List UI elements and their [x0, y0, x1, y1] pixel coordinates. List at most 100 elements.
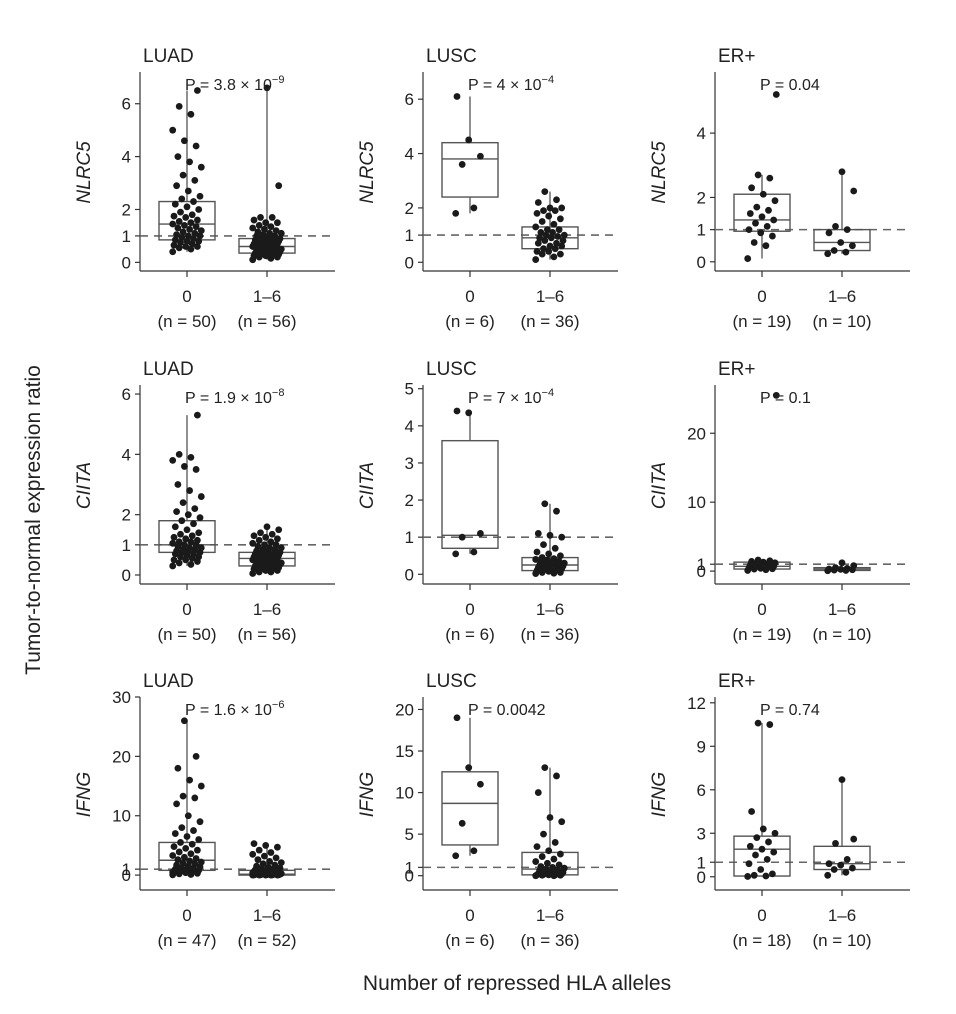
data-point [540, 541, 547, 548]
y-tick-label: 0 [122, 566, 131, 585]
data-point [458, 161, 466, 168]
x-tick-label: 0 [182, 600, 191, 619]
data-point [553, 239, 560, 247]
data-point [183, 203, 191, 211]
data-point [173, 861, 181, 869]
data-point [272, 227, 280, 235]
data-point [197, 782, 205, 790]
data-point [169, 248, 177, 256]
panel-lusc-nlrc5: LUSC 0 1 2 4 6 NLRC5 0 (n = 6) 1–6 (n = 36) P = 4 ×… [357, 46, 618, 331]
data-point [560, 864, 568, 872]
panel-y-axis-label: IFNG [357, 772, 378, 817]
y-tick-label: 4 [697, 124, 706, 143]
panel-title: LUSC [426, 46, 477, 67]
n-label: (n = 36) [520, 931, 579, 950]
data-point [843, 564, 851, 572]
data-point [268, 214, 276, 221]
n-label: (n = 36) [520, 625, 579, 644]
data-point [550, 220, 558, 228]
panel-title: LUAD [143, 359, 194, 380]
y-tick-label: 2 [697, 188, 706, 207]
data-point [190, 827, 197, 834]
panel-title: LUSC [426, 671, 477, 692]
data-point [186, 776, 194, 784]
y-tick-label: 0 [122, 253, 131, 272]
data-point [255, 221, 263, 229]
data-point [832, 564, 839, 572]
data-point [477, 152, 484, 160]
data-point [191, 860, 199, 868]
data-point [540, 245, 547, 253]
data-point [830, 247, 838, 254]
data-point [169, 868, 177, 876]
data-point [186, 225, 194, 233]
x-tick-label: 0 [757, 600, 766, 619]
data-point [533, 843, 541, 850]
data-point [771, 197, 779, 205]
y-tick-label: 4 [122, 445, 131, 464]
y-tick-label: 20 [687, 424, 706, 443]
x-tick-label: 0 [465, 600, 474, 619]
data-point [534, 239, 542, 247]
data-point [277, 245, 285, 253]
x-tick-label: 1–6 [253, 600, 281, 619]
data-point [770, 216, 778, 224]
data-point [541, 764, 549, 772]
data-point [545, 550, 553, 558]
y-tick-label: 5 [405, 825, 414, 844]
data-point [197, 163, 205, 171]
data-point [259, 860, 267, 868]
data-point [187, 850, 195, 858]
p-value-label: P = 4 × 10−4 [468, 74, 554, 94]
panel-y-axis-label: IFNG [74, 772, 95, 817]
n-label: (n = 50) [157, 625, 216, 644]
data-point [261, 225, 268, 233]
data-point [559, 237, 567, 244]
data-point [195, 836, 203, 843]
data-point [759, 825, 767, 833]
data-point [192, 466, 200, 473]
panel-title: ER+ [718, 359, 756, 380]
y-tick-label: 1 [405, 528, 414, 547]
data-point [188, 240, 196, 248]
n-label: (n = 56) [237, 312, 296, 331]
data-point [470, 847, 478, 855]
data-point [541, 500, 549, 508]
data-point [452, 852, 460, 860]
data-point [186, 857, 194, 865]
data-point [187, 219, 195, 227]
data-point [169, 456, 177, 464]
data-point [175, 559, 183, 567]
data-point [171, 523, 179, 531]
data-point [174, 481, 182, 488]
data-point [171, 830, 179, 837]
panel-y-axis-label: NLRC5 [74, 141, 95, 204]
p-value-label: P = 1.9 × 10−8 [185, 387, 284, 407]
p-value-exponent: −6 [272, 699, 285, 711]
data-point [175, 450, 183, 458]
data-point [169, 126, 177, 134]
figure-y-axis-label: Tumor-to-normal expression ratio [22, 365, 45, 675]
data-point [195, 529, 203, 537]
panel-title: LUAD [143, 46, 194, 67]
data-point [196, 818, 204, 826]
data-point [838, 776, 846, 784]
data-point [169, 539, 177, 547]
data-point [181, 853, 188, 861]
n-label: (n = 50) [157, 312, 216, 331]
y-tick-label: 4 [122, 148, 131, 167]
data-point [452, 209, 460, 217]
y-tick-label: 1 [122, 227, 131, 246]
data-point [553, 772, 560, 780]
data-point [268, 530, 276, 538]
data-point [173, 231, 181, 238]
data-point [250, 532, 258, 540]
data-point [843, 855, 851, 863]
data-point [850, 187, 858, 195]
data-point [550, 253, 558, 261]
data-point [754, 719, 762, 727]
data-point [194, 87, 201, 94]
n-label: (n = 6) [445, 312, 495, 331]
box [441, 771, 499, 846]
